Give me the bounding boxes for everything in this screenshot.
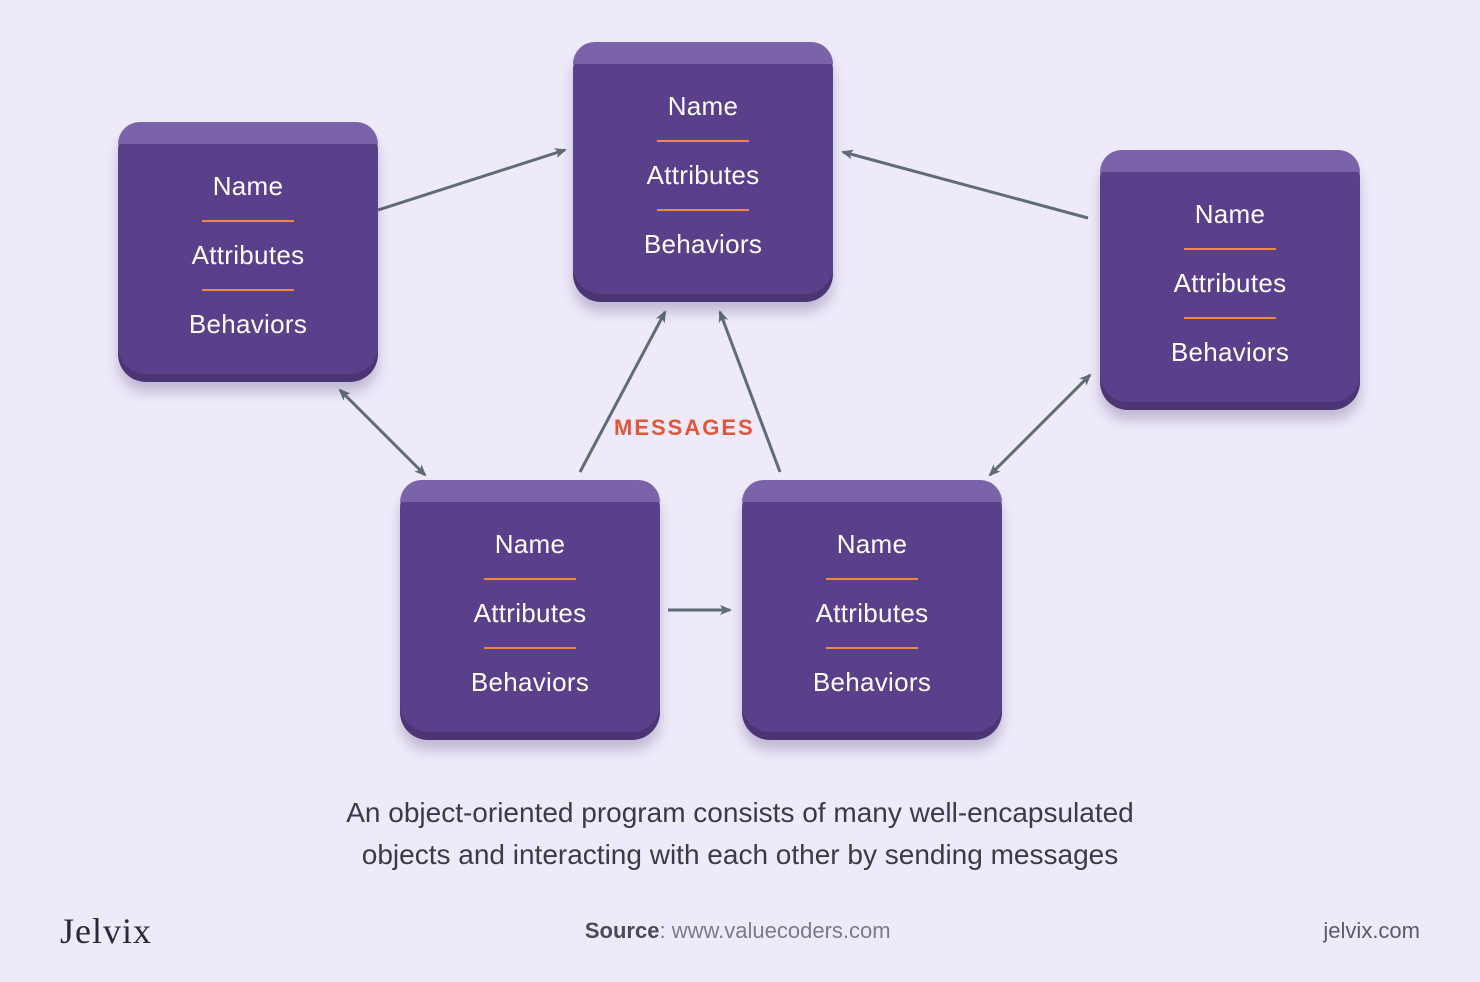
object-node-bright: Name Attributes Behaviors [742, 480, 1002, 740]
node-left-name: Name [213, 171, 284, 202]
node-bright-behaviors: Behaviors [813, 667, 931, 698]
site-link: jelvix.com [1323, 918, 1420, 944]
edge-bright-top [720, 312, 780, 472]
caption-line-2: objects and interacting with each other … [0, 834, 1480, 876]
node-divider [202, 289, 294, 291]
footer: Jelvix Source: www.valuecoders.com jelvi… [0, 910, 1480, 952]
node-top-behaviors: Behaviors [644, 229, 762, 260]
node-divider [1184, 317, 1276, 319]
node-divider [484, 578, 576, 580]
object-node-left: Name Attributes Behaviors [118, 122, 378, 382]
node-divider [826, 578, 918, 580]
node-divider [484, 647, 576, 649]
node-divider [657, 209, 749, 211]
node-bleft-name: Name [495, 529, 566, 560]
caption: An object-oriented program consists of m… [0, 792, 1480, 876]
edge-right-bright [990, 375, 1090, 475]
node-right-name: Name [1195, 199, 1266, 230]
node-divider [202, 220, 294, 222]
source-label: Source [585, 918, 660, 943]
source-value: www.valuecoders.com [672, 918, 891, 943]
node-bright-name: Name [837, 529, 908, 560]
object-node-bleft: Name Attributes Behaviors [400, 480, 660, 740]
brand-logo: Jelvix [60, 910, 152, 952]
node-divider [1184, 248, 1276, 250]
node-bright-attributes: Attributes [816, 598, 929, 629]
object-node-top: Name Attributes Behaviors [573, 42, 833, 302]
object-node-right: Name Attributes Behaviors [1100, 150, 1360, 410]
edge-right-top [843, 152, 1088, 218]
node-divider [826, 647, 918, 649]
node-left-behaviors: Behaviors [189, 309, 307, 340]
node-bleft-attributes: Attributes [474, 598, 587, 629]
diagram-stage: Name Attributes Behaviors Name Attributes Beh… [0, 0, 1480, 982]
source-credit: Source: www.valuecoders.com [585, 918, 891, 944]
node-right-attributes: Attributes [1174, 268, 1287, 299]
edge-bleft-top [580, 312, 665, 472]
messages-label: MESSAGES [614, 415, 755, 441]
edge-left-bleft [340, 390, 425, 475]
node-left-attributes: Attributes [192, 240, 305, 271]
node-top-name: Name [668, 91, 739, 122]
edge-left-top [378, 150, 565, 210]
node-right-behaviors: Behaviors [1171, 337, 1289, 368]
node-top-attributes: Attributes [647, 160, 760, 191]
caption-line-1: An object-oriented program consists of m… [0, 792, 1480, 834]
node-bleft-behaviors: Behaviors [471, 667, 589, 698]
node-divider [657, 140, 749, 142]
